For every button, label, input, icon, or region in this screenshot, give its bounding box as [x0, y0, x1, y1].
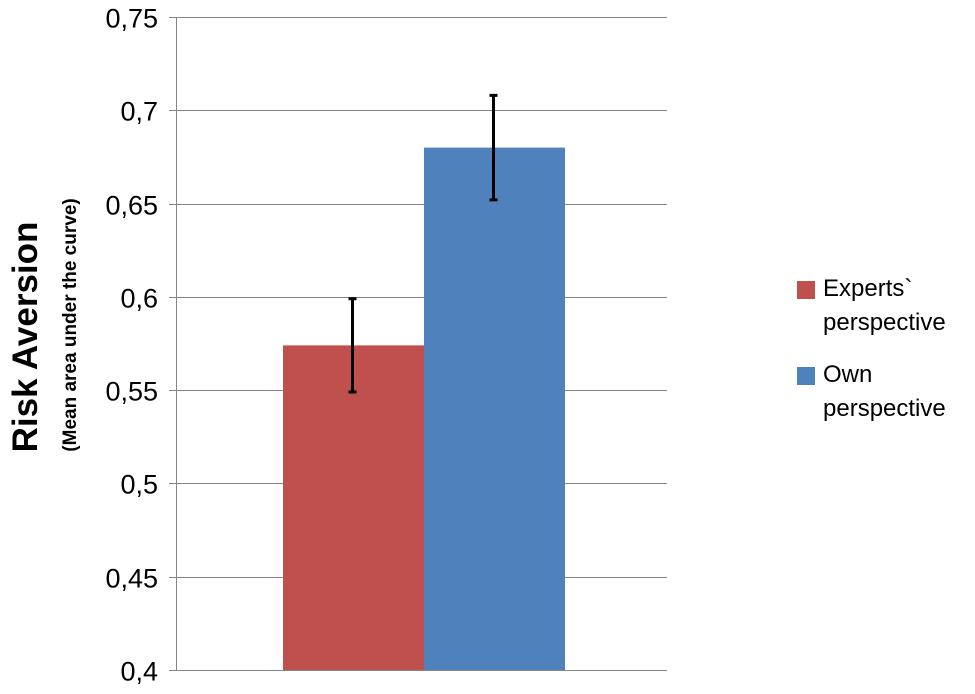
legend-label-own: Own perspective [823, 361, 946, 422]
y-tick-label: 0,75 [105, 4, 158, 34]
legend-swatch-experts [797, 281, 815, 299]
y-axis-title: Risk Aversion [6, 222, 45, 453]
y-tick-label: 0,5 [120, 470, 158, 500]
y-tick-labels: 0,75 0,7 0,65 0,6 0,55 0,5 0,45 0,4 [105, 4, 158, 687]
y-tick-label: 0,6 [120, 284, 158, 314]
legend-item-experts: Experts` perspective [797, 272, 972, 340]
y-tick-label: 0,45 [105, 564, 158, 594]
y-tick-label: 0,7 [120, 97, 158, 127]
legend: Experts` perspective Own perspective [797, 272, 972, 444]
y-tick-label: 0,4 [120, 657, 158, 687]
legend-swatch-own [797, 367, 815, 385]
legend-label-experts: Experts` perspective [823, 275, 946, 336]
y-axis-subtitle: (Mean area under the curve) [60, 198, 81, 451]
y-tick-label: 0,65 [105, 191, 158, 221]
bar-experts [283, 345, 424, 670]
legend-item-own: Own perspective [797, 358, 972, 426]
bar-own [424, 147, 565, 671]
bars [283, 147, 565, 671]
error-bars [348, 93, 498, 394]
y-tick-label: 0,55 [105, 377, 158, 407]
